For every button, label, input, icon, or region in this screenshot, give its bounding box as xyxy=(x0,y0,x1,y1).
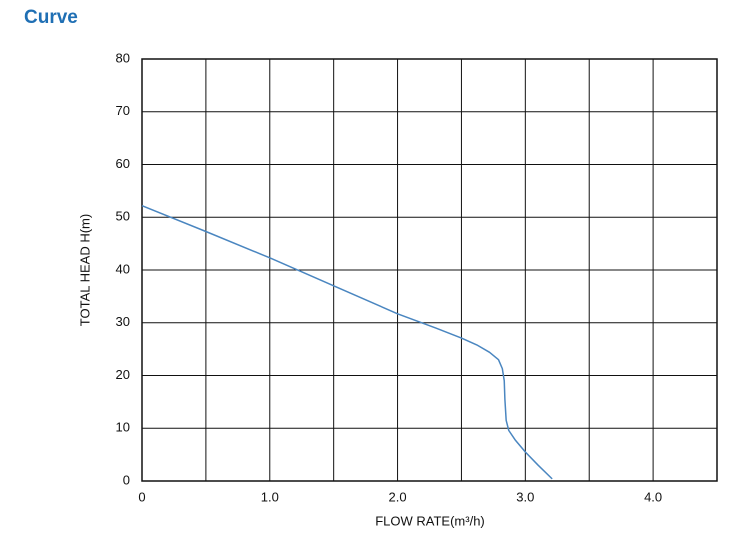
y-tick-label: 30 xyxy=(116,314,130,329)
y-tick-label: 70 xyxy=(116,103,130,118)
y-tick-label: 60 xyxy=(116,156,130,171)
y-tick-label: 50 xyxy=(116,209,130,224)
y-tick-label: 0 xyxy=(123,472,130,487)
line-series xyxy=(141,204,553,480)
x-tick-label: 3.0 xyxy=(516,489,534,504)
x-tick-label: 0 xyxy=(138,489,145,504)
x-axis-label: FLOW RATE(m³/h) xyxy=(375,513,485,528)
y-tick-label: 80 xyxy=(116,50,130,65)
y-tick-label: 10 xyxy=(116,420,130,435)
y-axis-label: TOTAL HEAD H(m) xyxy=(77,214,92,326)
x-tick-label: 1.0 xyxy=(261,489,279,504)
y-tick-label: 40 xyxy=(116,261,130,276)
x-tick-label: 2.0 xyxy=(389,489,407,504)
plot-frame xyxy=(141,58,718,482)
x-tick-label: 4.0 xyxy=(644,489,662,504)
chart-title: Curve xyxy=(24,7,78,28)
y-tick-label: 20 xyxy=(116,367,130,382)
